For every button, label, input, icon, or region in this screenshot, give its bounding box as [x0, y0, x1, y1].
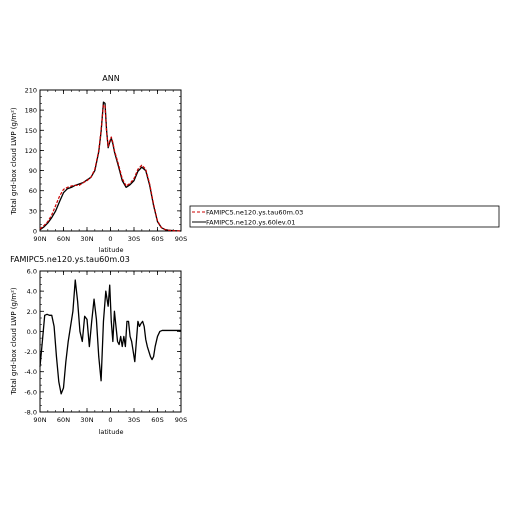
x-tick-label: 30S — [128, 416, 140, 424]
x-tick-label: 60S — [151, 416, 163, 424]
x-tick-label: 30S — [128, 235, 140, 243]
series-line — [39, 279, 181, 395]
series-line — [39, 104, 182, 232]
x-tick-label: 60N — [57, 416, 70, 424]
y-tick-label: 60 — [29, 187, 37, 195]
legend-box — [189, 205, 500, 228]
y-axis-label: Total grd-box cloud LWP (g/m²) — [10, 287, 18, 396]
x-tick-label: 90S — [175, 235, 187, 243]
legend-entry: FAMIPC5.ne120.ys.60lev.01 — [192, 219, 295, 227]
y-tick-label: 120 — [25, 147, 37, 155]
x-tick-label: 90N — [33, 416, 46, 424]
x-tick-label: 0 — [108, 235, 112, 243]
y-tick-label: 0.0 — [27, 328, 37, 336]
x-tick-label: 30N — [80, 235, 93, 243]
panel-title: ANN — [102, 74, 119, 83]
x-axis-label: latitude — [99, 246, 124, 254]
y-tick-label: -2.0 — [24, 348, 37, 356]
x-tick-label: 0 — [108, 416, 112, 424]
y-tick-label: -8.0 — [24, 409, 37, 417]
x-tick-label: 60S — [151, 235, 163, 243]
panel-annual-lwp: ANN Total grd-box cloud LWP (g/m²) latit… — [10, 74, 187, 254]
y-tick-label: 6.0 — [27, 268, 37, 276]
y-tick-label: 30 — [29, 207, 37, 215]
y-tick-label: 150 — [25, 127, 37, 135]
panel-difference-lwp: FAMIPC5.ne120.ys.tau60m.03 Total grd-box… — [10, 255, 187, 436]
legend-label: FAMIPC5.ne120.ys.tau60m.03 — [206, 209, 303, 217]
x-axis-label: latitude — [99, 428, 124, 436]
plot-frame — [39, 89, 182, 232]
y-tick-label: 4.0 — [27, 288, 37, 296]
y-tick-label: 180 — [25, 107, 37, 115]
plot-area: 90N 60N 30N 0 30S 60S 90S -8.0 -6.0 -4.0 -2.0 0.0 2.… — [24, 268, 187, 425]
y-tick-label: 0 — [33, 228, 37, 236]
x-tick-label: 60N — [57, 235, 70, 243]
panel-title: FAMIPC5.ne120.ys.tau60m.03 — [10, 255, 130, 264]
x-tick-label: 90S — [175, 416, 187, 424]
y-tick-label: -6.0 — [24, 388, 37, 396]
y-tick-label: 210 — [25, 87, 37, 95]
legend: FAMIPC5.ne120.ys.tau60m.03 FAMIPC5.ne120… — [189, 205, 500, 228]
plot-area: 90N 60N 30N 0 30S 60S 90S 0 30 60 90 120 150 180 210 — [25, 87, 188, 244]
y-tick-label: 90 — [29, 167, 37, 175]
series-line — [39, 101, 182, 232]
x-tick-label: 30N — [80, 416, 93, 424]
x-tick-label: 90N — [33, 235, 46, 243]
legend-label: FAMIPC5.ne120.ys.60lev.01 — [206, 219, 295, 227]
y-tick-label: 2.0 — [27, 308, 37, 316]
y-tick-label: -4.0 — [24, 368, 37, 376]
y-axis-label: Total grd-box cloud LWP (g/m²) — [10, 107, 18, 216]
legend-entry: FAMIPC5.ne120.ys.tau60m.03 — [192, 209, 303, 217]
